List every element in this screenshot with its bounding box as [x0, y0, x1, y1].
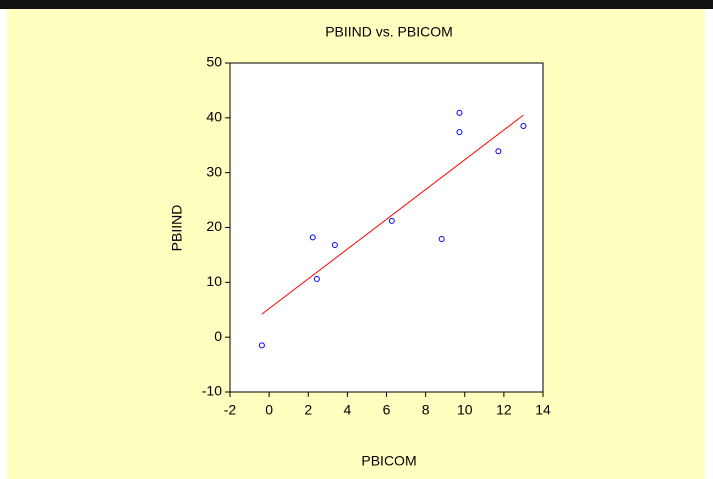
data-point	[309, 234, 316, 241]
x-tick-label: 10	[457, 402, 473, 418]
y-axis-label: PBIIND	[169, 205, 185, 252]
data-point	[520, 123, 527, 130]
y-tick-label: -10	[202, 383, 222, 399]
x-axis-label: PBICOM	[361, 453, 416, 469]
data-point	[495, 148, 502, 155]
x-tick-label: 6	[383, 402, 391, 418]
x-tick-label: 2	[304, 402, 312, 418]
x-tick-label: -2	[224, 402, 237, 418]
x-tick-label: 4	[343, 402, 351, 418]
y-tick-label: 0	[214, 328, 222, 344]
x-tick-label: 12	[496, 402, 512, 418]
x-tick-label: 0	[265, 402, 273, 418]
top-strip	[0, 0, 713, 9]
y-tick-label: 50	[206, 54, 222, 70]
data-point	[331, 242, 338, 249]
fit-line	[261, 114, 524, 315]
data-point	[438, 236, 445, 243]
data-point	[456, 109, 463, 116]
data-point	[258, 342, 265, 349]
data-point	[388, 217, 395, 224]
y-tick-label: 20	[206, 218, 222, 234]
data-point	[456, 129, 463, 136]
y-tick-label: 10	[206, 273, 222, 289]
plot-area	[229, 62, 544, 393]
data-point	[313, 276, 320, 283]
y-tick-label: 40	[206, 109, 222, 125]
y-tick-label: 30	[206, 163, 222, 179]
chart-title: PBIIND vs. PBICOM	[325, 24, 453, 40]
x-tick-label: 14	[535, 402, 551, 418]
x-tick-label: 8	[422, 402, 430, 418]
